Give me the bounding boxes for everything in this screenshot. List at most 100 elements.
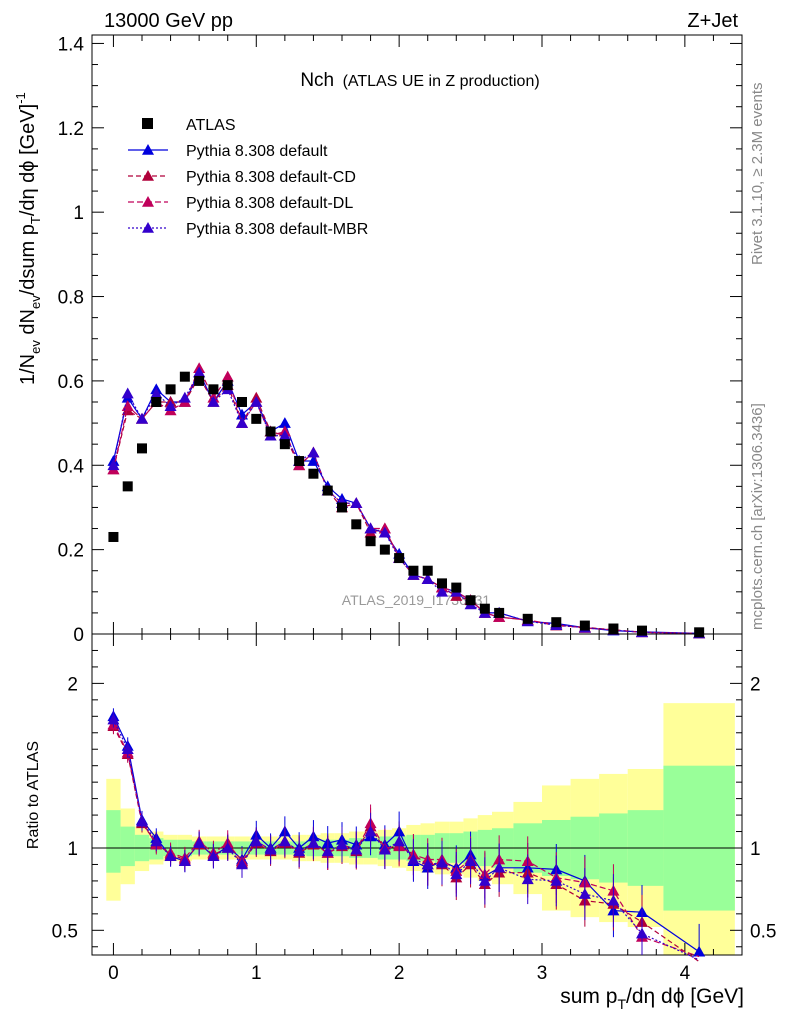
data-point: [493, 861, 506, 873]
series-atlas: [108, 371, 705, 638]
data-point: [351, 519, 362, 530]
data-point: [251, 413, 262, 424]
data-point: [350, 843, 363, 855]
data-point: [336, 838, 348, 850]
data-point: [107, 459, 120, 471]
legend-entry-pythia-8-308-default: Pythia 8.308 default: [128, 143, 328, 160]
series-line: [112, 375, 700, 635]
data-point: [364, 825, 377, 837]
ratio-x-tick-label: 0: [108, 963, 119, 984]
plot-title-sub: (ATLAS UE in Z production): [343, 73, 540, 90]
data-point: [178, 391, 191, 403]
ratio-x-tick-label: 3: [537, 963, 548, 984]
band-bin: [663, 765, 735, 911]
data-point: [208, 384, 219, 395]
legend-marker: [142, 144, 154, 155]
legend-marker: [142, 170, 154, 181]
band-bin: [120, 826, 135, 867]
ratio-x-tick-label: 1: [251, 963, 262, 984]
plot-title: Nch (ATLAS UE in Z production): [300, 70, 539, 91]
legend-label: Pythia 8.308 default-MBR: [186, 221, 368, 238]
series-line: [112, 371, 700, 635]
x-axis-label: sum pT/dη dϕ [GeV]: [560, 985, 744, 1012]
data-point: [436, 856, 448, 868]
data-point: [450, 868, 463, 880]
legend-entry-pythia-8-308-default-mbr: Pythia 8.308 default-MBR: [128, 221, 368, 238]
main-y-tick-label: 0.4: [58, 456, 85, 477]
ratio-y-tick-label: 2: [67, 674, 78, 695]
data-point: [221, 370, 234, 382]
main-y-tick-label: 0: [73, 625, 84, 646]
y-axis-label-ratio: Ratio to ATLAS: [25, 741, 42, 849]
header-right: Z+Jet: [687, 10, 738, 32]
data-point: [422, 565, 433, 576]
main-y-tick-label: 1.2: [58, 119, 84, 140]
data-point: [365, 536, 376, 547]
data-point: [307, 455, 320, 466]
data-point: [636, 927, 648, 939]
data-point: [278, 429, 291, 441]
data-point: [379, 544, 390, 555]
legend-marker: [142, 118, 153, 129]
legend-entry-pythia-8-308-default-dl: Pythia 8.308 default-DL: [128, 195, 353, 212]
data-point: [121, 387, 134, 399]
data-point: [108, 531, 119, 542]
data-point: [179, 371, 190, 382]
data-point: [278, 835, 291, 847]
data-point: [307, 446, 320, 458]
data-point: [136, 412, 148, 424]
mcplots-label: mcplots.cern.ch [arXiv:1306.3436]: [749, 403, 766, 630]
data-point: [122, 481, 133, 492]
ratio-y-tick-label: 0.5: [52, 921, 78, 942]
data-point: [494, 607, 505, 618]
legend-marker: [142, 222, 154, 233]
legend: ATLAS Pythia 8.308 default Pythia 8.308 de…: [128, 117, 368, 238]
data-point: [465, 595, 476, 606]
data-point: [522, 613, 533, 624]
data-point: [637, 625, 647, 636]
data-point: [437, 578, 447, 589]
ratio-plot-panel: 0 1 2 3 4 0.5 0.5 1 1 2 2: [52, 633, 776, 984]
rivet-label: Rivet 3.1.10, ≥ 2.3M events: [749, 83, 766, 266]
series-line: [112, 719, 700, 961]
data-point: [265, 426, 276, 437]
data-point: [193, 837, 206, 848]
data-point: [150, 387, 163, 399]
data-point: [207, 850, 220, 862]
ratio-frame: [91, 633, 743, 956]
data-point: [421, 858, 434, 870]
data-point: [121, 743, 134, 755]
ratio-series-pythia-8-308-default-mbr: [107, 711, 700, 961]
data-point: [165, 384, 176, 395]
data-point: [579, 620, 590, 631]
main-plot-panel: 0 0.2 0.4 0.6 0.8 1 1.2 1.4: [58, 34, 743, 646]
data-point: [394, 553, 405, 564]
legend-entry-pythia-8-308-default-cd: Pythia 8.308 default-CD: [128, 169, 356, 186]
data-point: [421, 573, 434, 584]
data-point: [378, 843, 391, 855]
legend-entry-atlas: ATLAS: [142, 117, 236, 134]
main-y-tick-label: 1.4: [58, 34, 85, 55]
data-point: [222, 380, 233, 391]
data-point: [279, 439, 290, 450]
data-point: [408, 565, 419, 576]
main-y-tick-label: 0.2: [58, 541, 84, 562]
data-point: [121, 400, 134, 412]
data-point: [164, 850, 177, 862]
header-left: 13000 GeV pp: [104, 10, 233, 32]
data-point: [278, 417, 291, 428]
data-point: [378, 526, 391, 538]
data-point: [307, 837, 320, 848]
data-point: [136, 815, 148, 827]
ratio-y-tick-label: 1: [67, 839, 78, 860]
data-point: [464, 855, 477, 866]
legend-label: ATLAS: [186, 117, 236, 134]
data-point: [250, 395, 263, 407]
legend-label: Pythia 8.308 default: [186, 143, 328, 160]
data-point: [364, 522, 377, 534]
data-point: [436, 585, 448, 597]
data-point: [551, 617, 562, 628]
legend-marker: [142, 196, 154, 207]
data-point: [322, 485, 333, 496]
